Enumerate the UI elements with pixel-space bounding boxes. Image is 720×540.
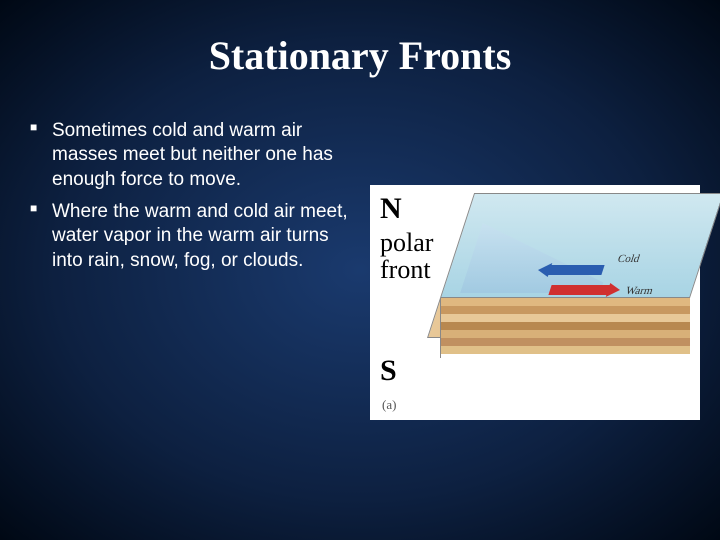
ground-strata [440, 298, 690, 358]
slide-title: Stationary Fronts [0, 0, 720, 79]
cold-label: Cold [616, 253, 641, 265]
warm-label: Warm [624, 285, 655, 297]
diagram-3d: Cold Warm [440, 193, 690, 368]
panel-sublabel: (a) [382, 398, 396, 412]
warm-arrow-icon [548, 285, 611, 295]
bullet-item: Where the warm and cold air meet, water … [30, 200, 360, 273]
compass-n: N [380, 193, 402, 225]
cold-arrow-icon [546, 265, 604, 275]
bullet-item: Sometimes cold and warm air masses meet … [30, 119, 360, 192]
compass-s: S [380, 355, 397, 387]
bullet-list: Sometimes cold and warm air masses meet … [30, 119, 360, 281]
stationary-front-diagram: Cold Warm N polar front S (a) [370, 185, 700, 420]
polar-front-caption: polar front [380, 229, 433, 284]
slide: { "title": "Stationary Fronts", "bullets… [0, 0, 720, 540]
